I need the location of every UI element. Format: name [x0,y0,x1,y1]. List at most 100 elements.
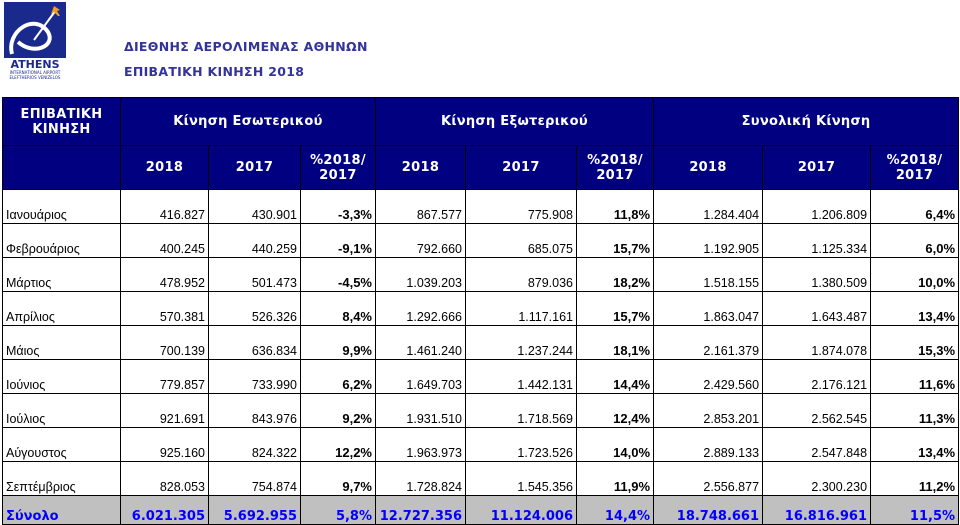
value-cell: 12,2% [300,427,376,462]
value-cell: 12,4% [575,393,655,428]
passenger-traffic-table: ΕΠΙΒΑΤΙΚΗ ΚΙΝΗΣΗ Κίνηση Εσωτερικού Κίνησ… [2,97,960,525]
value-cell: 2.562.545 [762,393,872,428]
col-header: 2017 [208,145,301,190]
col-header: 2018 [375,145,466,190]
total-value: 5.692.955 [208,495,301,525]
col-header: 2017 [465,145,577,190]
total-value: 11,5% [870,495,960,525]
value-cell: 9,9% [300,325,376,360]
value-cell: 754.874 [208,461,301,496]
value-cell: 1.442.131 [465,359,577,394]
table-row: Ιανουάριος 416.827 430.901 -3,3% 867.577 775.… [2,189,960,224]
col-header: 2018 [120,145,209,190]
value-cell: 685.075 [465,223,577,258]
athens-airport-logo: ATHENS INTERNATIONAL AIRPORT ELEFTHERIOS… [4,2,66,80]
value-cell: 13,4% [870,427,960,462]
value-cell: 2.429.560 [653,359,764,394]
value-cell: 828.053 [120,461,209,496]
value-cell: 867.577 [375,189,466,224]
value-cell: 526.326 [208,291,301,326]
value-cell: 879.036 [465,257,577,292]
col-header: %2018/ 2017 [300,145,376,190]
col-header: %2018/ 2017 [575,145,655,190]
table-row: Απρίλιος 570.381 526.326 8,4% 1.292.666 1.117… [2,291,960,326]
value-cell: 921.691 [120,393,209,428]
value-cell: 570.381 [120,291,209,326]
month-cell: Σεπτέμβριος [2,461,121,496]
value-cell: 1.237.244 [465,325,577,360]
total-value: 11.124.006 [465,495,577,525]
value-cell: 636.834 [208,325,301,360]
group-header-domestic: Κίνηση Εσωτερικού [120,97,376,146]
svg-text:ELEFTHERIOS VENIZELOS: ELEFTHERIOS VENIZELOS [10,75,61,80]
table-row: Μάιος 700.139 636.834 9,9% 1.461.240 1.237.24… [2,325,960,360]
value-cell: 2.853.201 [653,393,764,428]
value-cell: 15,3% [870,325,960,360]
total-value: 5,8% [300,495,376,525]
value-cell: 15,7% [575,291,655,326]
value-cell: 1.874.078 [762,325,872,360]
value-cell: 11,9% [575,461,655,496]
page-title: ΔΙΕΘΝΗΣ ΑΕΡΟΛΙΜΕΝΑΣ ΑΘΗΝΩΝ [124,39,368,54]
month-cell: Φεβρουάριος [2,223,121,258]
value-cell: 416.827 [120,189,209,224]
value-cell: 2.889.133 [653,427,764,462]
value-cell: 1.206.809 [762,189,872,224]
col-header: 2017 [762,145,872,190]
value-cell: 1.643.487 [762,291,872,326]
value-cell: 2.556.877 [653,461,764,496]
value-cell: 733.990 [208,359,301,394]
total-value: 14,4% [575,495,655,525]
value-cell: 1.292.666 [375,291,466,326]
value-cell: 18,2% [575,257,655,292]
value-cell: 1.380.509 [762,257,872,292]
month-cell: Μάιος [2,325,121,360]
value-cell: 1.039.203 [375,257,466,292]
value-cell: 1.718.569 [465,393,577,428]
value-cell: 1.728.824 [375,461,466,496]
blank-header [2,145,121,190]
month-cell: Μάρτιος [2,257,121,292]
value-cell: 1.723.526 [465,427,577,462]
value-cell: 1.518.155 [653,257,764,292]
page-subtitle: ΕΠΙΒΑΤΙΚΗ ΚΙΝΗΣΗ 2018 [124,64,305,79]
total-value: 12.727.356 [375,495,466,525]
value-cell: 1.863.047 [653,291,764,326]
value-cell: 13,4% [870,291,960,326]
table-row: Ιούλιος 921.691 843.976 9,2% 1.931.510 1.718.… [2,393,960,428]
month-cell: Ιανουάριος [2,189,121,224]
value-cell: 779.857 [120,359,209,394]
table-row: Αύγουστος 925.160 824.322 12,2% 1.963.973 1.7… [2,427,960,462]
value-cell: 6,4% [870,189,960,224]
value-cell: 9,2% [300,393,376,428]
table-row: Ιούνιος 779.857 733.990 6,2% 1.649.703 1.442.… [2,359,960,394]
table-row: Σεπτέμβριος 828.053 754.874 9,7% 1.728.824 1.… [2,461,960,496]
value-cell: 775.908 [465,189,577,224]
value-cell: 2.547.848 [762,427,872,462]
col-header: %2018/ 2017 [870,145,960,190]
value-cell: 9,7% [300,461,376,496]
month-cell: Αύγουστος [2,427,121,462]
value-cell: 1.117.161 [465,291,577,326]
value-cell: 11,3% [870,393,960,428]
value-cell: 6,2% [300,359,376,394]
value-cell: 501.473 [208,257,301,292]
total-label: Σύνολο [2,495,121,525]
value-cell: 1.931.510 [375,393,466,428]
value-cell: -9,1% [300,223,376,258]
value-cell: -4,5% [300,257,376,292]
value-cell: 824.322 [208,427,301,462]
group-header-total: Συνολική Κίνηση [653,97,960,146]
value-cell: 1.545.356 [465,461,577,496]
value-cell: 1.461.240 [375,325,466,360]
total-value: 18.748.661 [653,495,764,525]
value-cell: -3,3% [300,189,376,224]
value-cell: 792.660 [375,223,466,258]
value-cell: 1.963.973 [375,427,466,462]
header-row-groups: ΕΠΙΒΑΤΙΚΗ ΚΙΝΗΣΗ Κίνηση Εσωτερικού Κίνησ… [2,97,960,146]
table-row: Φεβρουάριος 400.245 440.259 -9,1% 792.660 685… [2,223,960,258]
value-cell: 700.139 [120,325,209,360]
value-cell: 430.901 [208,189,301,224]
total-value: 6.021.305 [120,495,209,525]
value-cell: 10,0% [870,257,960,292]
